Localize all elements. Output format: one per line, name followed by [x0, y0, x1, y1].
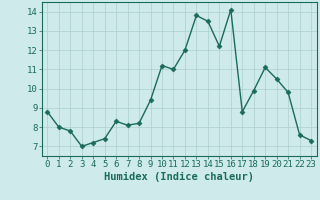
X-axis label: Humidex (Indice chaleur): Humidex (Indice chaleur): [104, 172, 254, 182]
